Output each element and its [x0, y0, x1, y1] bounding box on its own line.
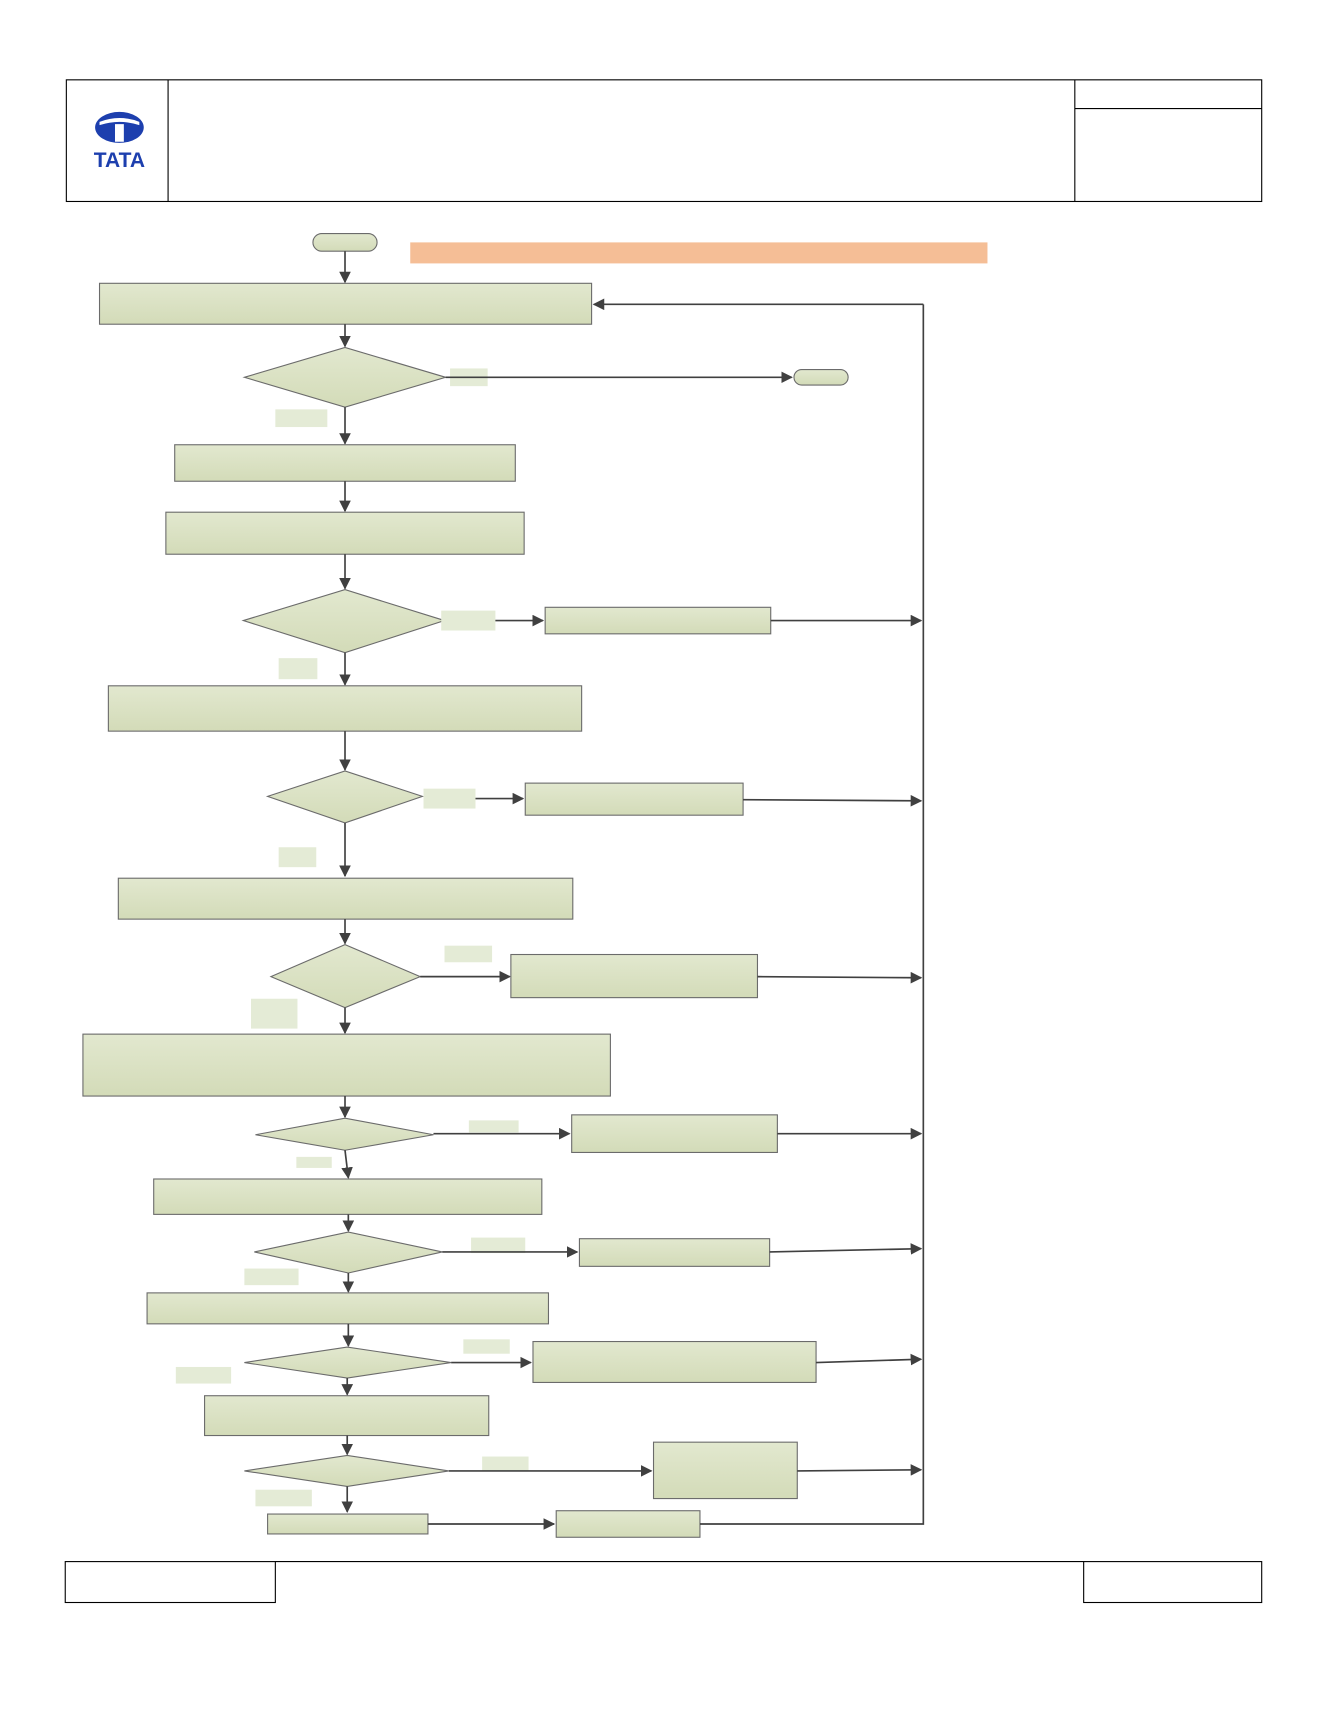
- decision: [265, 770, 425, 824]
- process-box: [107, 685, 583, 732]
- decision: [244, 1346, 452, 1379]
- start-terminal: [312, 232, 378, 252]
- process-box: [165, 511, 525, 555]
- end-terminal: [793, 369, 849, 386]
- logo: TATA: [94, 111, 145, 172]
- process-box: [555, 1510, 701, 1538]
- side-box: [532, 1340, 817, 1384]
- process-box: [146, 1292, 550, 1325]
- side-box: [524, 782, 744, 816]
- header-frame: [65, 79, 1263, 203]
- arrow: [816, 1353, 923, 1366]
- branch-label: [244, 1268, 299, 1286]
- arrow: [743, 794, 923, 807]
- branch-label: [255, 1489, 312, 1507]
- arrow: [769, 1243, 923, 1255]
- branch-label: [463, 1339, 510, 1354]
- branch-label: [275, 409, 328, 428]
- decision: [244, 1454, 450, 1487]
- decision: [255, 1117, 434, 1151]
- branch-label: [175, 1366, 232, 1384]
- branch-label: [471, 1237, 526, 1254]
- side-box: [510, 953, 759, 999]
- process-box: [82, 1033, 611, 1097]
- side-box: [652, 1441, 798, 1500]
- branch-label: [441, 610, 496, 631]
- branch-label: [444, 945, 493, 963]
- logo-emblem-detail: [99, 117, 140, 142]
- side-box: [571, 1114, 778, 1154]
- side-box: [578, 1238, 771, 1267]
- branch-label: [296, 1156, 332, 1168]
- logo-text: TATA: [94, 149, 145, 172]
- arrow: [757, 971, 923, 984]
- loop-line: [699, 304, 925, 1525]
- decision: [241, 589, 447, 654]
- process-box: [117, 877, 574, 920]
- process-box: [204, 1395, 490, 1437]
- side-box: [544, 606, 772, 635]
- decision: [269, 943, 422, 1009]
- process-box: [98, 282, 593, 325]
- footer-cell: [64, 1561, 276, 1604]
- arrow: [797, 1464, 923, 1476]
- branch-label: [278, 847, 317, 868]
- decision: [242, 346, 448, 408]
- banner: [410, 242, 988, 264]
- decision: [254, 1231, 443, 1274]
- arrow: [341, 1150, 353, 1180]
- process-box: [174, 444, 516, 482]
- branch-label: [468, 1120, 519, 1133]
- process-box: [153, 1178, 543, 1215]
- branch-label: [423, 788, 476, 809]
- branch-label: [278, 658, 318, 680]
- process-box: [267, 1513, 429, 1535]
- footer-cell: [1083, 1561, 1263, 1604]
- branch-label: [251, 998, 298, 1029]
- branch-label: [482, 1456, 529, 1471]
